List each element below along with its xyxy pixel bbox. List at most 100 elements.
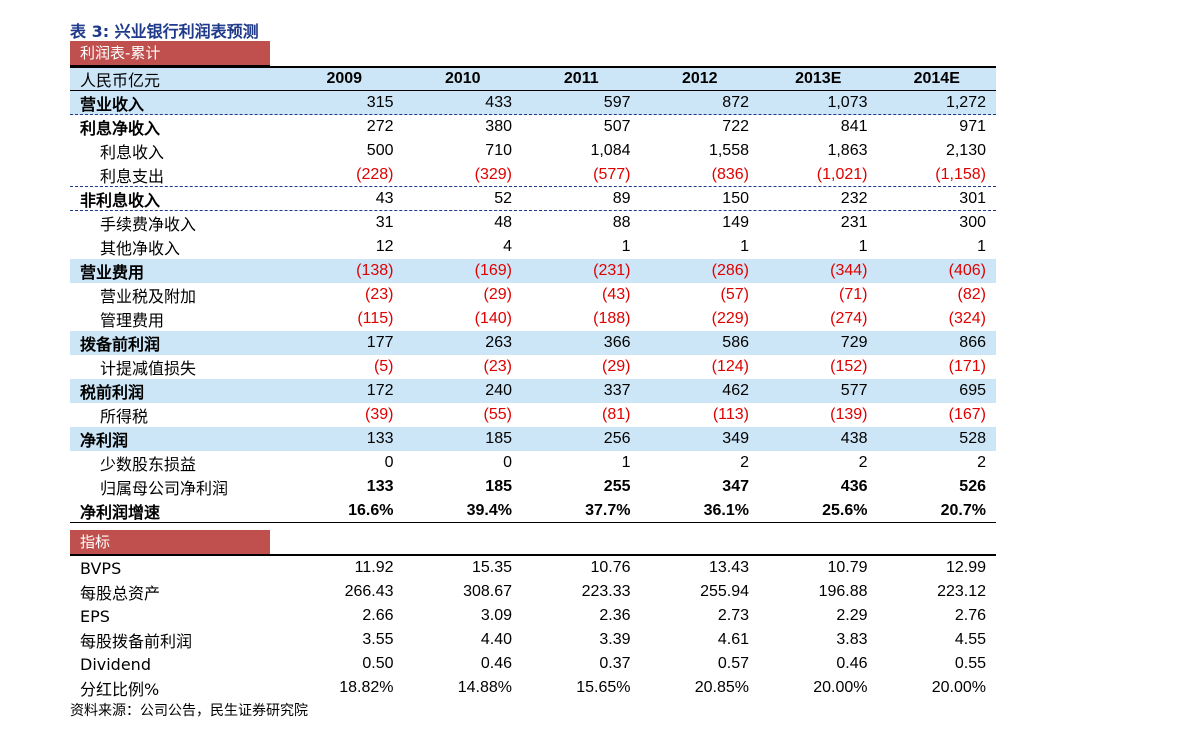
row-label: 净利润 — [80, 431, 129, 450]
table-cell: (171) — [948, 358, 986, 375]
table-cell: 31 — [375, 214, 394, 231]
table-row: 归属母公司净利润 133 185 255 347 436 526 — [70, 475, 996, 499]
table-cell: 1 — [621, 454, 631, 471]
table-cell: 366 — [603, 334, 631, 351]
table-cell: 2.29 — [836, 607, 868, 624]
row-label: 所得税 — [100, 407, 149, 426]
table-row: 营业收入 315 433 597 872 1,073 1,272 — [70, 91, 996, 115]
table-cell: (23) — [365, 286, 394, 303]
table-cell: 15.35 — [471, 559, 512, 576]
table-cell: 13.43 — [708, 559, 749, 576]
row-label: 管理费用 — [100, 311, 165, 330]
row-label: 拨备前利润 — [80, 335, 161, 354]
table-cell: 2.66 — [362, 607, 394, 624]
table-cell: 255.94 — [700, 583, 749, 600]
table-cell: (43) — [602, 286, 631, 303]
table-cell: (406) — [948, 262, 986, 279]
table-cell: 223.33 — [581, 583, 631, 600]
source-note: 资料来源：公司公告，民生证券研究院 — [70, 703, 308, 719]
table-cell: 1 — [977, 238, 986, 255]
table-cell: 500 — [366, 142, 394, 159]
section-label-metrics: 指标 — [70, 530, 270, 555]
table-cell: 1,084 — [590, 142, 631, 159]
table-cell: 133 — [366, 430, 394, 447]
table-cell: 380 — [485, 118, 512, 135]
table-cell: 263 — [485, 334, 512, 351]
table-cell: 586 — [722, 334, 749, 351]
table-row: 净利润 133 185 256 349 438 528 — [70, 427, 996, 451]
table-cell: 729 — [840, 334, 868, 351]
table-cell: (23) — [483, 358, 512, 375]
table-cell: 300 — [959, 214, 986, 231]
table-cell: 1,558 — [708, 142, 749, 159]
table-cell: 2 — [740, 454, 749, 471]
income-table: 人民币亿元 2009 2010 2011 2012 2013E 2014E 营业… — [70, 66, 996, 523]
table-cell: (1,158) — [935, 165, 986, 183]
table-cell: 0.55 — [954, 655, 986, 672]
table-row: 税前利润 172 240 337 462 577 695 — [70, 379, 996, 403]
row-label: 每股拨备前利润 — [80, 632, 193, 651]
table-row: 营业税及附加 (23) (29) (43) (57) (71) (82) — [70, 283, 996, 307]
table-cell: 12.99 — [945, 559, 986, 576]
row-label: 计提减值损失 — [100, 359, 197, 378]
table-cell: (55) — [483, 406, 512, 423]
table-row: 营业费用 (138) (169) (231) (286) (344) (406) — [70, 259, 996, 283]
row-label: 利息支出 — [100, 166, 165, 186]
table-row: 利息净收入 272 380 507 722 841 971 — [70, 115, 996, 139]
table-cell: (152) — [830, 358, 868, 375]
row-label: 归属母公司净利润 — [100, 479, 229, 498]
table-cell: 710 — [485, 142, 512, 159]
table-cell: 10.76 — [590, 559, 631, 576]
table-cell: 1,073 — [827, 93, 868, 111]
row-label: BVPS — [80, 558, 122, 578]
metrics-body: BVPS 11.92 15.35 10.76 13.43 10.79 12.99 每股总资产 2… — [70, 556, 996, 700]
table-cell: 1,863 — [827, 142, 868, 159]
table-cell: 349 — [722, 430, 749, 447]
table-cell: 315 — [366, 93, 394, 111]
table-row: 手续费净收入 31 48 88 149 231 300 — [70, 211, 996, 235]
unit-label: 人民币亿元 — [80, 71, 161, 90]
year-header: 2011 — [563, 70, 599, 87]
table-cell: 577 — [840, 382, 868, 399]
table-cell: 15.65% — [576, 679, 631, 696]
table-cell: (81) — [602, 406, 631, 423]
year-header: 2014E — [913, 70, 960, 87]
table-row: 利息收入 500 710 1,084 1,558 1,863 2,130 — [70, 139, 996, 163]
table-cell: (5) — [373, 358, 394, 375]
table-cell: (138) — [356, 262, 394, 279]
table-cell: 52 — [494, 189, 512, 207]
table-cell: 18.82% — [339, 679, 394, 696]
table-cell: 14.88% — [457, 679, 512, 696]
table-row: 每股总资产 266.43 308.67 223.33 255.94 196.88 223.1… — [70, 580, 996, 604]
table-cell: (274) — [830, 310, 868, 327]
table-cell: 177 — [366, 334, 394, 351]
table-cell: 231 — [840, 214, 868, 231]
table-cell: 0 — [503, 454, 512, 471]
table-cell: (169) — [474, 262, 512, 279]
table-cell: 196.88 — [818, 583, 868, 600]
table-row: 分红比例% 18.82% 14.88% 15.65% 20.85% 20.00% 20.00… — [70, 676, 996, 700]
table-cell: 2 — [858, 454, 868, 471]
table-cell: 438 — [840, 430, 868, 447]
table-cell: 1,272 — [945, 93, 986, 111]
income-body: 营业收入 315 433 597 872 1,073 1,272 利息净收入 272 380 507… — [70, 91, 996, 523]
table-cell: (140) — [474, 310, 512, 327]
table-cell: 223.12 — [937, 583, 986, 600]
table-cell: (139) — [830, 406, 868, 423]
table-cell: 0.57 — [717, 655, 749, 672]
table-cell: 10.79 — [827, 559, 868, 576]
table-cell: (344) — [830, 262, 868, 279]
row-label: 利息净收入 — [80, 119, 161, 138]
table-cell: 462 — [722, 382, 749, 399]
table-cell: 172 — [366, 382, 394, 399]
row-label: 税前利润 — [80, 383, 145, 402]
row-label: 少数股东损益 — [100, 455, 197, 474]
table-cell: 2,130 — [945, 142, 986, 159]
table-row: 少数股东损益 0 0 1 2 2 2 — [70, 451, 996, 475]
table-cell: 272 — [366, 118, 394, 135]
table-cell: (1,021) — [816, 165, 868, 183]
table-row: 拨备前利润 177 263 366 586 729 866 — [70, 331, 996, 355]
table-cell: 39.4% — [466, 501, 512, 519]
table-cell: 436 — [840, 478, 868, 495]
table-cell: 185 — [485, 478, 512, 495]
